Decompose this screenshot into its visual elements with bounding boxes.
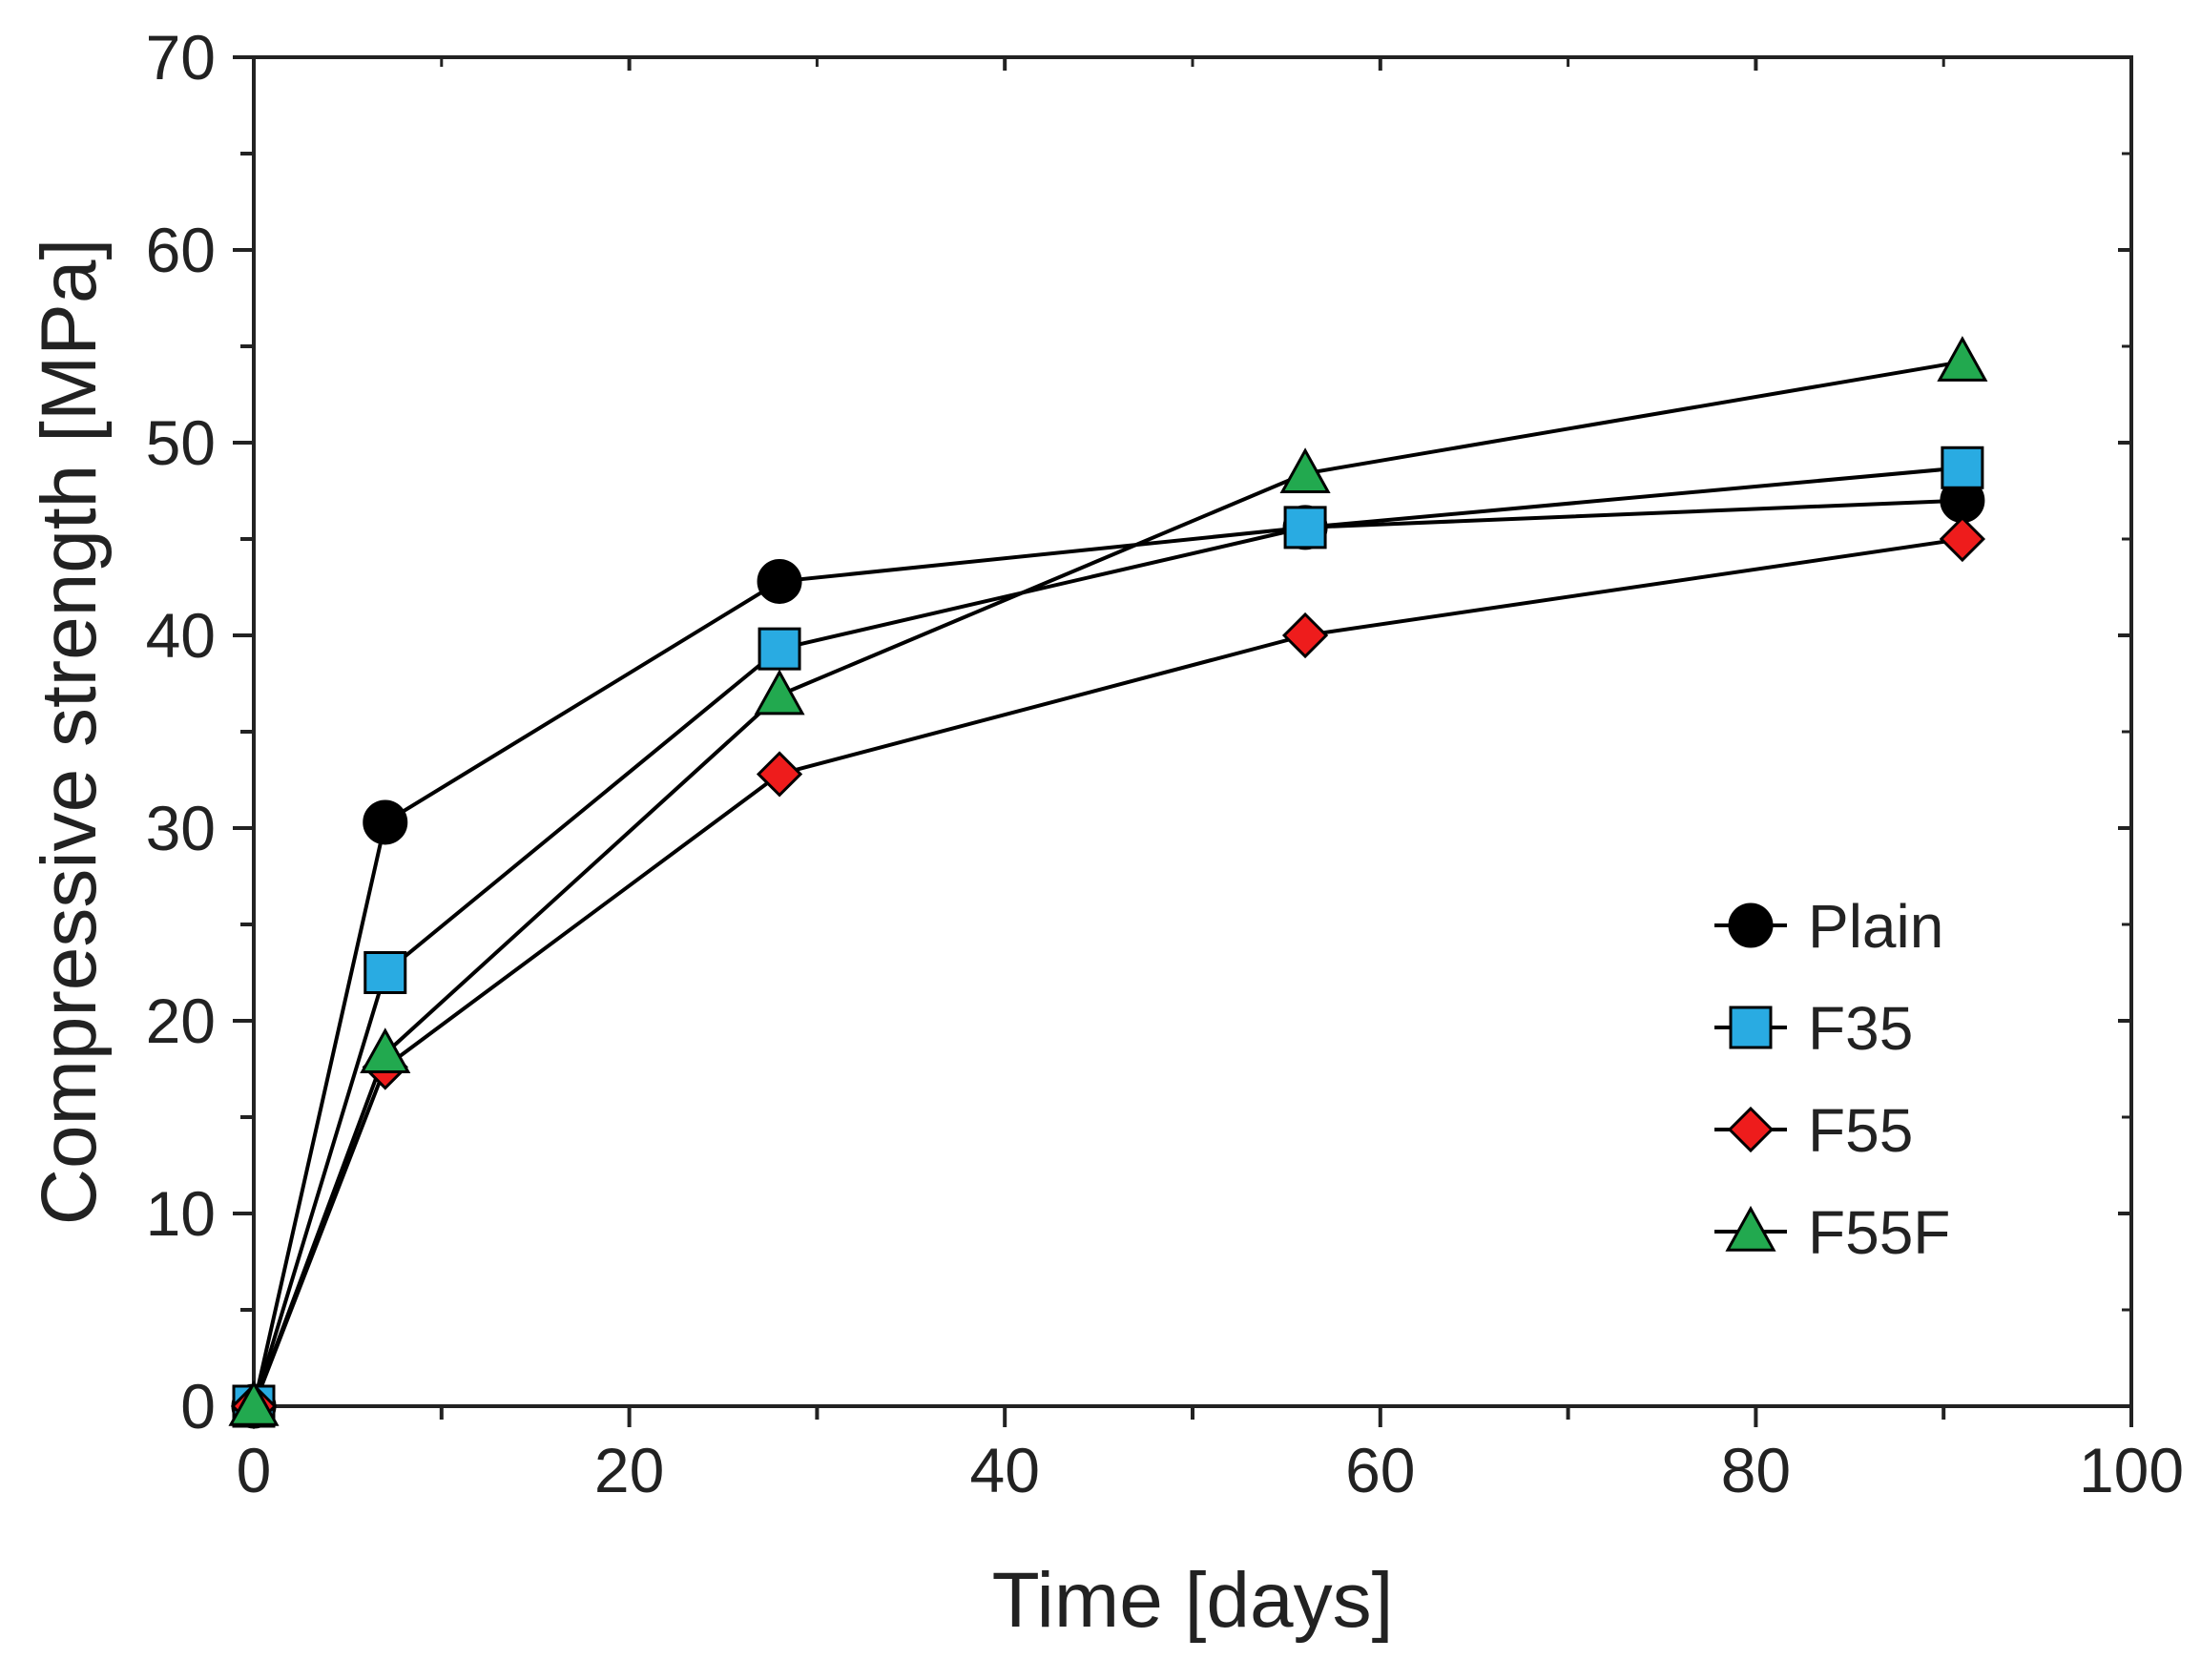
axis-ticks [233,55,2133,1427]
data-point-f55f [360,1027,411,1074]
y-tick-label: 70 [146,22,216,93]
data-point-f55f [754,669,805,716]
x-tick-label: 80 [1721,1435,1791,1505]
y-axis-title: Compressive strength [MPa] [26,239,113,1226]
series-line-f55 [252,537,1963,1407]
data-point-f35 [758,627,801,671]
x-tick-label: 20 [594,1435,664,1505]
data-point-f35 [1283,506,1327,550]
series-line-plain [252,498,1962,1407]
legend-label-f55: F55 [1808,1096,1913,1165]
series-lines [252,360,1963,1407]
x-tick-label: 0 [237,1435,272,1505]
axis-tick-labels: 0 20 40 60 80 100 0 10 20 30 40 50 60 70 [146,22,2184,1505]
data-point-f55 [756,751,803,798]
legend-marker-plain [1728,902,1774,948]
legend-marker-f55 [1727,1106,1775,1153]
y-tick-label: 40 [146,600,216,671]
x-axis-title: Time [days] [992,1557,1394,1644]
x-tick-label: 100 [2079,1435,2184,1505]
legend-label-f55f: F55F [1808,1198,1950,1267]
legend-marker-f55f [1725,1205,1776,1252]
data-point-plain [757,558,802,604]
series-line-f55f [252,360,1963,1407]
y-tick-label: 60 [146,215,216,285]
x-tick-label: 60 [1345,1435,1415,1505]
legend-label-f35: F35 [1808,994,1913,1063]
legend: Plain F35 F55 F55F [1714,892,1950,1267]
data-point-f55 [1281,612,1329,659]
series-markers [228,336,1988,1430]
x-tick-label: 40 [969,1435,1039,1505]
data-point-f55 [1939,515,1986,563]
y-tick-label: 10 [146,1178,216,1249]
series-line-f35 [252,466,1963,1407]
legend-label-plain: Plain [1808,892,1943,961]
data-point-plain [363,799,408,845]
y-tick-label: 30 [146,793,216,863]
data-point-f35 [363,951,407,994]
data-point-f35 [1941,446,1984,489]
y-tick-label: 0 [180,1371,216,1441]
data-point-f55f [1937,336,1988,382]
legend-marker-f35 [1729,1006,1773,1049]
data-point-f55f [1279,447,1331,494]
data-point-f55f [228,1379,280,1426]
y-tick-label: 50 [146,407,216,478]
y-tick-label: 20 [146,985,216,1056]
